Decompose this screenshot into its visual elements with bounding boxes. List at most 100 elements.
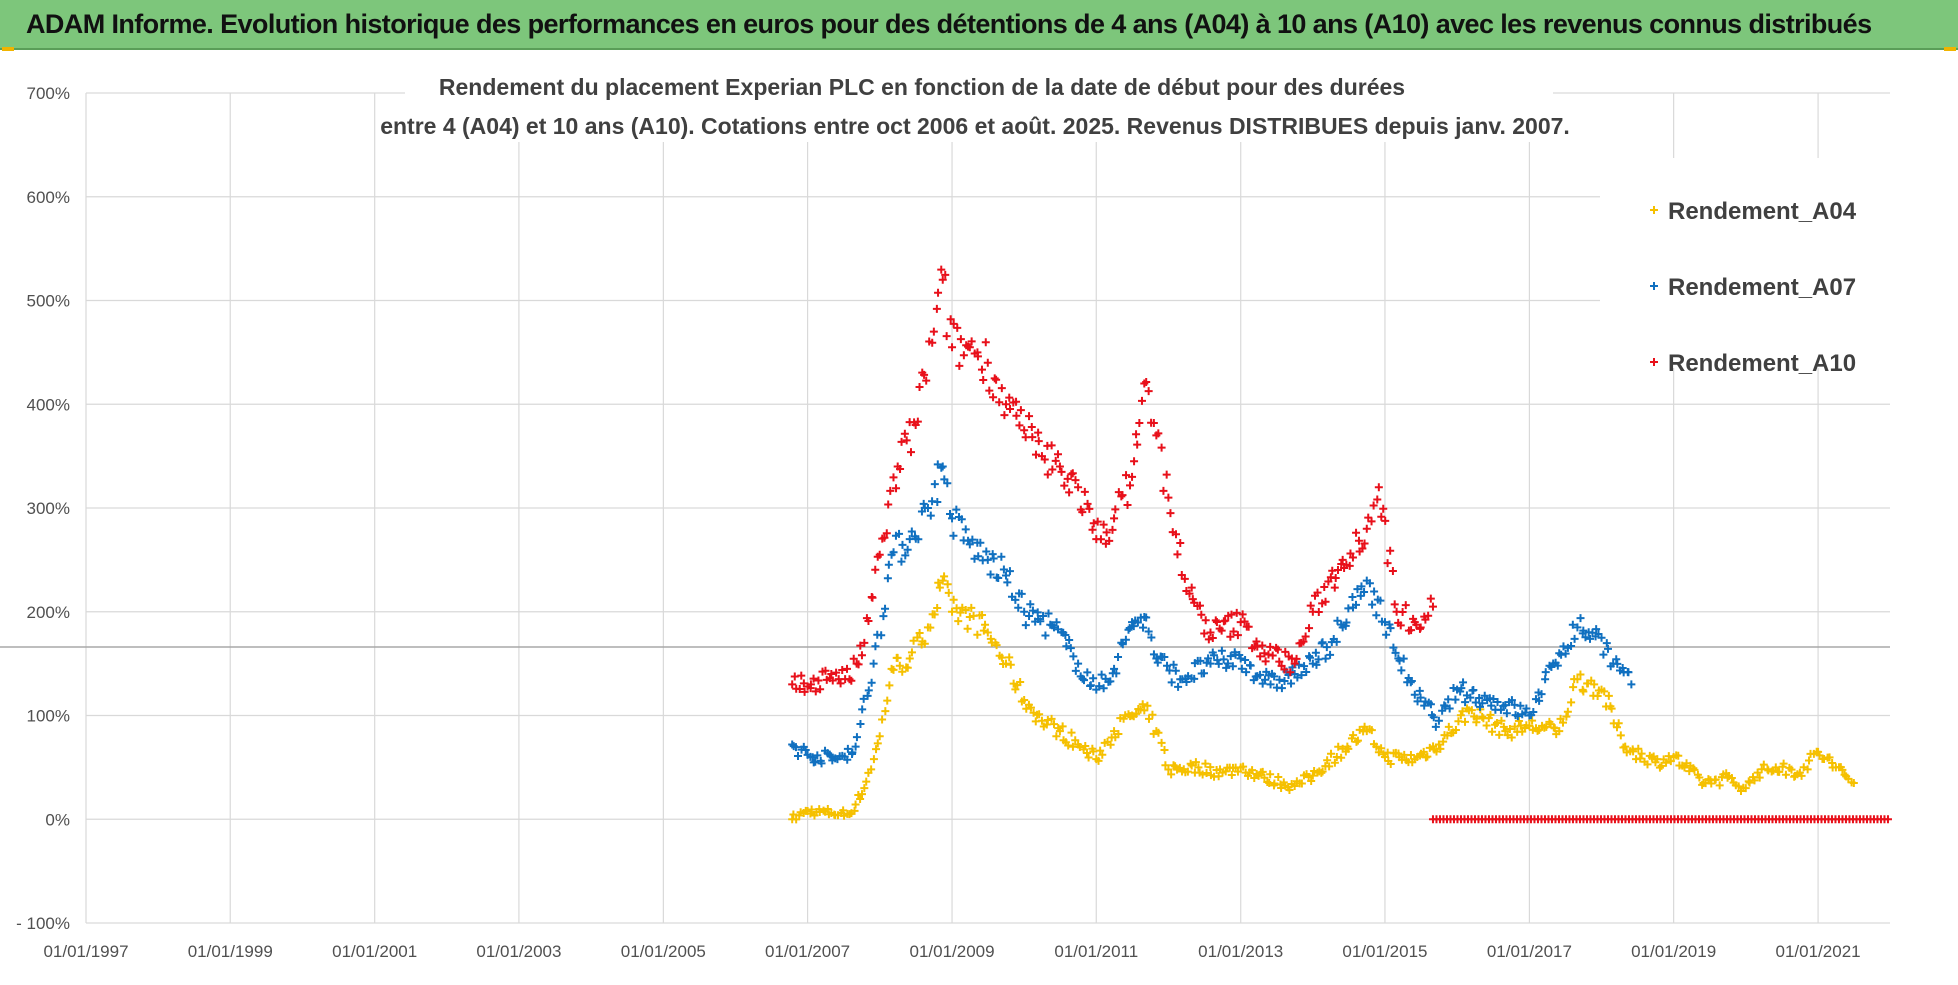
data-point-interpolated [1797,771,1806,780]
data-point-interpolated [997,653,1006,662]
data-point-interpolated [1312,660,1321,669]
data-point-interpolated [1034,428,1043,437]
data-point-interpolated [1106,740,1115,749]
data-point-interpolated [881,707,890,716]
data-point-interpolated [1391,648,1400,657]
series-Rendement_A10-flat-tail [1428,815,1892,824]
data-point-interpolated [1401,601,1410,610]
data-point-interpolated [1052,732,1061,741]
data-point-interpolated [1563,707,1572,716]
data-point-interpolated [1552,730,1561,739]
data-point-interpolated [1327,749,1336,758]
data-point-interpolated [1086,681,1095,690]
data-point-interpolated [882,529,891,538]
data-point-interpolated [1436,744,1445,753]
data-point [827,670,836,678]
data-point-interpolated [1321,597,1330,606]
data-point-interpolated [933,604,942,613]
data-point-interpolated [903,663,912,672]
data-point-interpolated [1202,658,1211,667]
data-point-interpolated [1098,750,1107,759]
data-point-interpolated [857,651,866,660]
data-point-interpolated [1360,722,1369,731]
data-point-interpolated [1805,756,1814,765]
data-point-interpolated [1643,760,1652,769]
data-point-interpolated [974,552,983,561]
data-point-interpolated [1191,758,1200,767]
data-point-interpolated [1200,669,1208,678]
data-point [983,358,992,367]
data-point-interpolated [1360,588,1369,597]
data-point-interpolated [926,623,935,632]
data-point-interpolated [1755,773,1764,782]
data-point-interpolated [1514,717,1523,726]
data-point-interpolated [1562,712,1571,721]
data-point-interpolated [1105,536,1114,545]
data-point-interpolated [1353,736,1362,745]
data-point-interpolated [814,676,823,685]
data-point-interpolated [1557,650,1566,659]
data-point-interpolated [1348,592,1357,601]
data-point-interpolated [1369,501,1378,510]
scatter-chart: - 100% 0% 100% 200% 300% 400% 500% 600% 700% 01/… [0,62,1892,961]
data-point-interpolated [1095,682,1104,691]
data-point-interpolated [934,288,943,297]
data-point-interpolated [1157,738,1166,747]
data-point-interpolated [1287,679,1296,688]
data-point-interpolated [1301,632,1310,641]
data-point-interpolated [1082,749,1091,758]
data-point-interpolated [1089,747,1098,756]
data-point-interpolated [1522,721,1531,730]
data-point-interpolated [1397,666,1406,675]
data-point [1074,483,1083,492]
data-point-interpolated [994,574,1003,583]
data-point [948,607,957,616]
data-point-interpolated [867,678,876,687]
data-point-interpolated [889,665,898,674]
data-point-flat [1883,815,1892,824]
data-point-interpolated [935,583,944,592]
data-point-interpolated [1200,629,1209,638]
data-point-interpolated [1553,661,1562,670]
data-point-interpolated [879,612,888,621]
data-point-interpolated [1449,684,1458,693]
data-point-interpolated [1222,663,1231,672]
data-point-interpolated [864,686,873,695]
data-point-interpolated [1096,535,1105,544]
data-point-interpolated [1034,437,1043,446]
data-point-interpolated [1496,705,1505,714]
data-point-interpolated [895,661,904,670]
data-point-interpolated [1395,656,1404,665]
data-point [788,680,797,689]
data-point-interpolated [1078,674,1087,683]
data-point-interpolated [1619,743,1628,752]
data-point-interpolated [1399,654,1408,663]
data-point-interpolated [1541,668,1550,677]
data-point-interpolated [1062,642,1071,651]
data-point-interpolated [858,705,867,714]
data-point-interpolated [1438,706,1447,715]
data-point-interpolated [1419,747,1428,756]
data-point-interpolated [1268,651,1277,660]
data-point-interpolated [1160,652,1169,661]
data-point-interpolated [1415,686,1424,695]
data-point-interpolated [1148,710,1157,719]
data-point-interpolated [978,611,987,620]
data-point-interpolated [1239,762,1248,771]
data-point-interpolated [1253,642,1262,651]
data-point-interpolated [1235,650,1244,659]
data-point-interpolated [1488,727,1497,736]
data-point-interpolated [807,805,816,814]
data-point-interpolated [1080,676,1089,685]
data-point-interpolated [1162,470,1171,479]
data-point-interpolated [1005,393,1014,402]
data-point-interpolated [1244,622,1253,631]
data-point-interpolated [1576,614,1585,623]
data-point-interpolated [915,382,924,391]
data-point-interpolated [801,806,810,815]
data-point-interpolated [1407,626,1416,635]
data-point [875,732,884,741]
data-point-interpolated [979,626,988,635]
data-point-interpolated [1349,731,1358,740]
data-point-interpolated [1069,652,1078,661]
